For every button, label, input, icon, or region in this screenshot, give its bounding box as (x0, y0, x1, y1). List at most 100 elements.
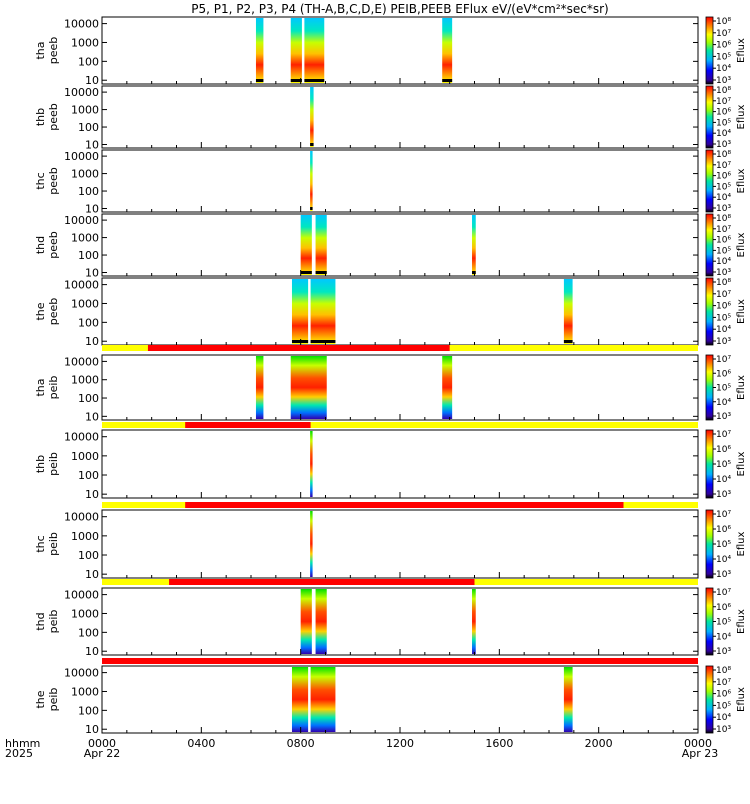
y-axis-label-probe: tha (34, 41, 47, 59)
y-tick-label: 1000 (71, 297, 99, 310)
colorbar (705, 213, 714, 277)
y-tick-label: 10000 (64, 589, 99, 602)
y-tick-label: 10000 (64, 355, 99, 368)
panel-frame (101, 85, 699, 149)
colorbar-tick-label: 10³ (716, 490, 731, 500)
spectrogram-interval (304, 18, 325, 83)
y-tick-label: 100 (78, 392, 99, 405)
panel-frame (101, 213, 699, 277)
panel-frame (101, 149, 699, 213)
x-tick-label: 0000 (88, 737, 116, 750)
colorbar (705, 85, 714, 149)
colorbar-tick-label: 10⁸ (716, 150, 731, 160)
spectrogram-interval (290, 356, 327, 419)
colorbar-tick-label: 10⁸ (716, 666, 731, 676)
colorbar-tick-label: 10³ (716, 140, 731, 150)
y-axis-label-probe: thd (34, 612, 47, 630)
colorbar (705, 509, 714, 579)
panel-frame (101, 277, 699, 346)
y-axis-label-species: peeb (47, 298, 60, 326)
x-tick-label: 1200 (386, 737, 414, 750)
y-tick-label: 10000 (64, 18, 99, 31)
spectrogram-interval (442, 356, 453, 419)
y-axis-label-species: peib (47, 532, 60, 556)
y-tick-label: 10000 (64, 214, 99, 227)
colorbar-tick-label: 10⁶ (716, 525, 731, 535)
y-axis-label-probe: thb (34, 108, 47, 126)
colorbar-label: Eflux (736, 531, 747, 556)
spacecraft-potential-trace (310, 340, 336, 343)
colorbar (705, 149, 714, 213)
colorbar-tick-label: 10⁴ (716, 325, 731, 335)
colorbar-tick-label: 10⁴ (716, 632, 731, 642)
x-axis-date-end: Apr 23 (682, 747, 719, 760)
colorbar-label: Eflux (736, 168, 747, 193)
colorbar-tick-label: 10⁷ (716, 355, 731, 365)
colorbar-tick-label: 10⁴ (716, 713, 731, 723)
y-tick-label: 100 (78, 121, 99, 134)
colorbar-tick-label: 10⁴ (716, 129, 731, 139)
spacecraft-potential-trace (300, 271, 312, 274)
y-tick-label: 1000 (71, 36, 99, 49)
colorbar-tick-label: 10⁸ (716, 214, 731, 224)
colorbar-tick-label: 10⁴ (716, 193, 731, 203)
panel-thb-peib: 10000 1000 100 10 thb peib 10³ 10⁴ 10⁵ 10⁶ 10⁷ Eflu… (34, 422, 747, 501)
y-tick-label: 100 (78, 185, 99, 198)
y-tick-label: 1000 (71, 374, 99, 387)
y-tick-label: 1000 (71, 168, 99, 181)
colorbar-tick-label: 10⁵ (716, 460, 731, 470)
spectrogram-interval (472, 589, 476, 654)
spacecraft-potential-trace (304, 79, 325, 82)
colorbar-label: Eflux (736, 232, 747, 257)
spectrogram-interval (310, 279, 336, 344)
colorbar-tick-label: 10⁷ (716, 97, 731, 107)
panel-frame (101, 587, 699, 656)
panel-thd-peib: 10000 1000 100 10 thd peib 10³ 10⁴ 10⁵ 10⁶ 10⁷ Eflu… (34, 579, 747, 658)
spectrogram-interval (315, 589, 327, 654)
colorbar-tick-label: 10⁵ (716, 52, 731, 62)
y-tick-label: 10000 (64, 431, 99, 444)
y-axis-label-species: peeb (47, 231, 60, 259)
spacecraft-potential-trace (310, 143, 314, 146)
colorbar-tick-label: 10⁶ (716, 302, 731, 312)
colorbar (705, 665, 714, 734)
spectrogram-interval (300, 215, 312, 275)
y-tick-label: 10 (85, 488, 99, 501)
colorbar-label: Eflux (736, 104, 747, 129)
mode-bar-segment (147, 345, 450, 351)
colorbar-tick-label: 10⁶ (716, 369, 731, 379)
colorbar-label: Eflux (736, 299, 747, 324)
panel-frame (101, 665, 699, 734)
colorbar-tick-label: 10⁵ (716, 384, 731, 394)
colorbar-tick-label: 10⁶ (716, 236, 731, 246)
colorbar-tick-label: 10⁴ (716, 398, 731, 408)
colorbar-tick-label: 10⁶ (716, 172, 731, 182)
colorbar-tick-label: 10⁷ (716, 588, 731, 598)
y-tick-label: 10000 (64, 86, 99, 99)
panel-frame (101, 354, 699, 421)
colorbar-tick-label: 10⁶ (716, 603, 731, 613)
y-tick-label: 10 (85, 267, 99, 280)
y-tick-label: 10 (85, 139, 99, 152)
y-axis-label-probe: thd (34, 236, 47, 254)
spacecraft-potential-trace (472, 271, 476, 274)
x-axis-ticks: 0000 0400 0800 1200 1600 2000 0000 (88, 737, 712, 750)
x-axis-row1-label: hhmm (5, 737, 40, 750)
colorbar (705, 429, 714, 499)
spectrogram-interval (291, 667, 309, 732)
panel-frame (101, 16, 699, 85)
spectrogram-interval (255, 356, 264, 419)
colorbar-tick-label: 10⁵ (716, 701, 731, 711)
spectrogram-interval (300, 589, 312, 654)
spectrogram-interval (310, 511, 313, 577)
y-axis-label-species: peeb (47, 103, 60, 131)
colorbar-tick-label: 10⁷ (716, 225, 731, 235)
y-axis-label-probe: tha (34, 378, 47, 396)
y-tick-label: 100 (78, 249, 99, 262)
